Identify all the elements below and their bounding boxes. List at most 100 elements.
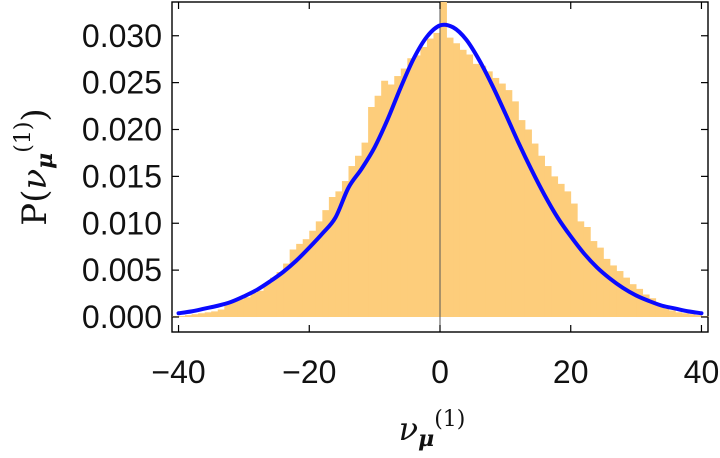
- histogram-bar: [609, 265, 617, 317]
- x-tick-label: −40: [151, 354, 205, 390]
- histogram-bar: [446, 37, 454, 318]
- histogram-bar: [296, 243, 304, 318]
- histogram-bar: [649, 298, 657, 317]
- histogram-bars: [172, 2, 709, 318]
- histogram-bar: [570, 203, 578, 317]
- x-axis-ticks: −40 −20 0 20 40: [151, 2, 719, 390]
- y-axis-ticks: 0.000 0.005 0.010 0.015 0.020 0.025 0.030: [82, 18, 708, 335]
- histogram-bar: [551, 176, 559, 317]
- histogram-bar: [564, 191, 572, 317]
- y-tick-label: 0.005: [82, 252, 162, 288]
- histogram-bar: [498, 83, 506, 317]
- histogram-bar: [381, 80, 389, 317]
- histogram-bar: [191, 314, 199, 317]
- histogram-bar: [524, 129, 532, 317]
- histogram-bar: [289, 249, 297, 317]
- y-axis-title-sub: μ: [32, 153, 58, 169]
- fit-curve-layer: [176, 22, 704, 316]
- histogram-bar: [642, 294, 650, 317]
- x-axis-title-sup: (1): [434, 407, 465, 432]
- histogram-bar: [544, 166, 552, 317]
- histogram-bar: [492, 77, 500, 317]
- histogram-bar: [217, 309, 225, 317]
- histogram-bar: [361, 142, 369, 317]
- histogram-bar: [459, 49, 467, 318]
- histogram-bar: [302, 239, 310, 317]
- histogram-bar: [629, 284, 637, 317]
- histogram-bar: [623, 277, 630, 318]
- fit-curve: [176, 22, 704, 316]
- histogram-bar: [675, 312, 683, 317]
- y-axis-title-symbol: ν: [15, 169, 55, 190]
- y-axis-title-main: P(: [15, 190, 55, 226]
- histogram-bar: [681, 313, 689, 317]
- histogram-bar: [348, 166, 356, 317]
- y-tick-label: 0.020: [82, 112, 162, 148]
- histogram-bar: [394, 76, 402, 317]
- x-axis-title: νμ(1): [399, 407, 466, 452]
- histogram-bar: [531, 143, 539, 317]
- histogram-bar: [518, 120, 526, 318]
- x-axis-title-sub: μ: [418, 426, 434, 452]
- histogram-bar: [472, 63, 480, 318]
- histogram-bar: [655, 305, 663, 317]
- y-tick-label: 0.030: [82, 18, 162, 54]
- histogram-bar: [616, 271, 624, 317]
- x-tick-label: 0: [431, 354, 449, 390]
- histogram-bar: [256, 290, 264, 317]
- histogram-bar: [505, 90, 513, 318]
- histogram-bar: [341, 181, 349, 317]
- histogram-bar: [237, 299, 245, 317]
- histogram-bar: [538, 155, 545, 317]
- histogram-bar: [276, 272, 284, 317]
- histogram-bar: [309, 230, 317, 317]
- histogram-bar: [590, 241, 598, 317]
- histogram-bar: [413, 55, 421, 317]
- histogram-bar: [636, 288, 644, 318]
- histogram-bar: [433, 32, 441, 317]
- histogram-bar: [185, 315, 193, 318]
- histogram-bar: [368, 107, 376, 317]
- y-tick-label: 0.015: [82, 158, 162, 194]
- histogram-bar: [283, 263, 291, 317]
- histogram-bar: [557, 183, 565, 317]
- histogram-bar: [694, 315, 702, 318]
- histogram-bar: [688, 314, 696, 317]
- y-axis-title: P(νμ(1)): [11, 108, 58, 225]
- histogram-bar: [420, 47, 428, 317]
- histogram-bar: [603, 258, 611, 318]
- histogram-bar: [400, 68, 408, 317]
- histogram-bar: [387, 84, 395, 317]
- histogram-bar: [577, 221, 585, 317]
- histogram-bar: [407, 58, 415, 317]
- histogram-bar: [224, 302, 232, 317]
- histogram-bar: [355, 155, 362, 317]
- y-tick-label: 0.000: [82, 299, 162, 335]
- histogram-bar: [322, 210, 330, 318]
- histogram-bar: [662, 307, 670, 318]
- histogram-bar: [230, 301, 238, 317]
- histogram-bar: [466, 54, 474, 317]
- histogram-bar: [374, 95, 382, 317]
- histogram-bar: [263, 283, 271, 317]
- y-axis-title-sup: (1): [11, 122, 36, 153]
- histogram-bar: [440, 2, 447, 317]
- histogram-bar: [479, 65, 487, 317]
- histogram-bar: [178, 316, 186, 317]
- histogram-bar: [583, 227, 591, 317]
- histogram-bar: [328, 197, 336, 317]
- histogram-bar: [243, 297, 251, 317]
- histogram-bar: [270, 277, 277, 318]
- histogram-bar: [198, 313, 206, 317]
- histogram-bar: [453, 43, 461, 317]
- histogram-bar: [211, 311, 219, 318]
- histogram-bar: [335, 191, 343, 317]
- histogram-bar: [204, 312, 212, 317]
- y-axis-title-close: ): [15, 108, 55, 121]
- histogram-bar: [511, 101, 519, 318]
- histogram-bar: [426, 38, 434, 318]
- histogram-bar: [250, 292, 258, 318]
- x-tick-label: 20: [553, 354, 589, 390]
- histogram-bar: [596, 247, 604, 318]
